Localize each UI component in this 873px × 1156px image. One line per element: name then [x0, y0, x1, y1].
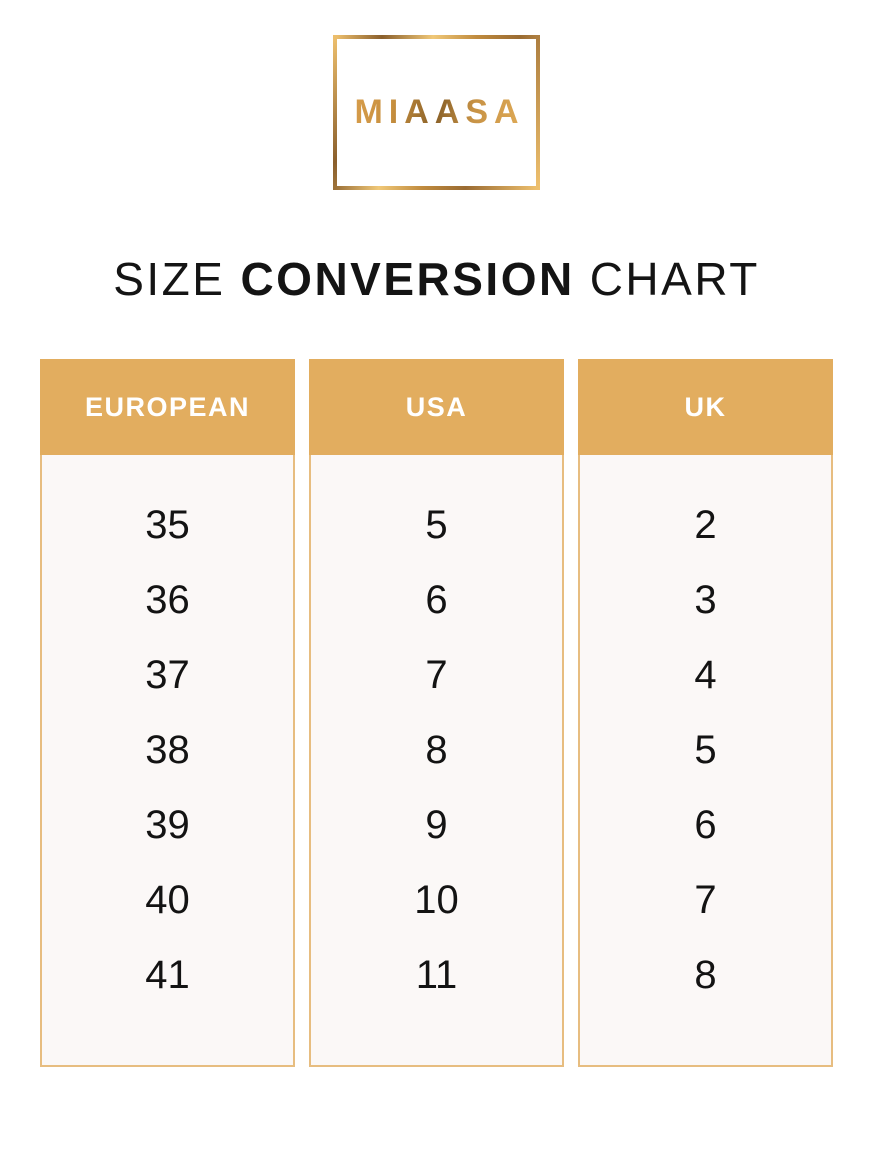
column-header-european: EUROPEAN	[40, 359, 295, 455]
page-title: SIZE CONVERSION CHART	[0, 252, 873, 306]
table-cell: 8	[425, 728, 448, 772]
brand-logo-frame: MIAASA	[333, 35, 540, 190]
table-cell: 2	[694, 503, 717, 547]
column-uk: UK 2 3 4 5 6 7 8	[578, 359, 833, 1067]
size-conversion-table: EUROPEAN 35 36 37 38 39 40 41 USA 5 6 7 …	[40, 359, 833, 1067]
column-header-uk: UK	[578, 359, 833, 455]
table-cell: 35	[145, 503, 190, 547]
column-usa: USA 5 6 7 8 9 10 11	[309, 359, 564, 1067]
column-body-usa: 5 6 7 8 9 10 11	[309, 455, 564, 1067]
page-title-word-chart: CHART	[589, 253, 760, 305]
table-cell: 4	[694, 653, 717, 697]
table-cell: 3	[694, 578, 717, 622]
table-cell: 38	[145, 728, 190, 772]
column-european: EUROPEAN 35 36 37 38 39 40 41	[40, 359, 295, 1067]
table-cell: 6	[694, 803, 717, 847]
column-header-usa: USA	[309, 359, 564, 455]
table-cell: 8	[694, 953, 717, 997]
table-cell: 39	[145, 803, 190, 847]
page-title-word-size: SIZE	[113, 253, 226, 305]
brand-logo-text: MIAASA	[348, 93, 524, 132]
page-title-word-conversion: CONVERSION	[240, 253, 575, 305]
column-body-european: 35 36 37 38 39 40 41	[40, 455, 295, 1067]
table-cell: 10	[414, 878, 459, 922]
table-cell: 40	[145, 878, 190, 922]
table-cell: 7	[425, 653, 448, 697]
table-cell: 6	[425, 578, 448, 622]
table-cell: 36	[145, 578, 190, 622]
table-cell: 37	[145, 653, 190, 697]
table-cell: 9	[425, 803, 448, 847]
table-cell: 11	[415, 953, 458, 997]
table-cell: 5	[425, 503, 448, 547]
column-body-uk: 2 3 4 5 6 7 8	[578, 455, 833, 1067]
table-cell: 5	[694, 728, 717, 772]
table-cell: 7	[694, 878, 717, 922]
table-cell: 41	[145, 953, 190, 997]
